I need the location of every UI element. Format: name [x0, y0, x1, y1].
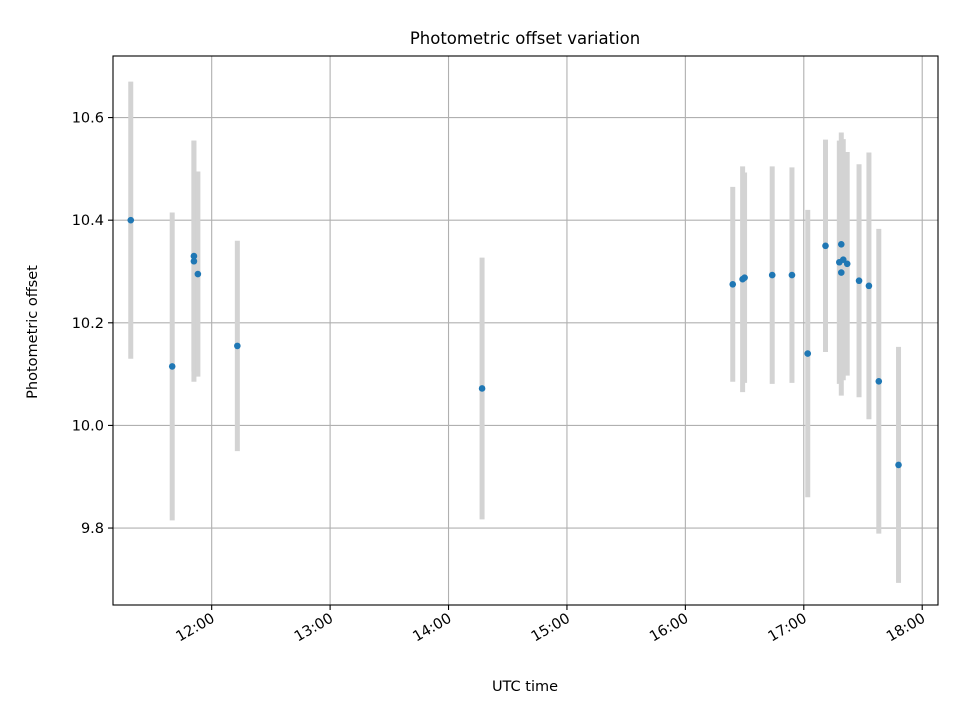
data-point [837, 269, 845, 276]
y-axis-label: Photometric offset [25, 265, 41, 399]
data-point [788, 271, 796, 279]
x-tick-label: 17:00 [766, 611, 810, 646]
data-point [855, 277, 863, 285]
data-point [190, 257, 198, 265]
data-point [194, 270, 202, 278]
data-point [168, 363, 176, 370]
x-tick-label: 18:00 [884, 611, 928, 646]
data-point [837, 241, 845, 248]
x-tick-label: 13:00 [292, 611, 336, 646]
data-point [768, 271, 776, 279]
errorbars [128, 81, 902, 583]
data-point [234, 342, 241, 350]
data-point [843, 260, 851, 268]
data-point [127, 216, 135, 224]
x-axis-label: UTC time [492, 679, 558, 695]
x-tick-label: 12:00 [173, 611, 217, 646]
data-point [839, 256, 847, 263]
y-tick-label: 10.2 [72, 316, 104, 332]
data-point [804, 350, 812, 357]
data-point [865, 282, 873, 290]
y-tick-label: 9.8 [81, 521, 104, 537]
y-tick-label: 10.6 [72, 111, 104, 127]
x-tick-label: 15:00 [529, 611, 573, 646]
data-markers [127, 216, 902, 469]
grid [113, 56, 938, 605]
data-point [190, 252, 198, 260]
x-tick-label: 16:00 [647, 611, 691, 646]
y-tick-label: 10.0 [72, 418, 104, 434]
y-tick-label: 10.4 [72, 213, 104, 229]
chart-title: Photometric offset variation [410, 29, 640, 48]
data-point [741, 274, 748, 281]
data-point [729, 281, 737, 288]
data-point [875, 377, 883, 385]
data-point [478, 385, 486, 392]
plot-frame [112, 55, 939, 606]
data-point [895, 461, 902, 469]
x-tick-label: 14:00 [410, 611, 454, 646]
data-point [822, 242, 829, 250]
